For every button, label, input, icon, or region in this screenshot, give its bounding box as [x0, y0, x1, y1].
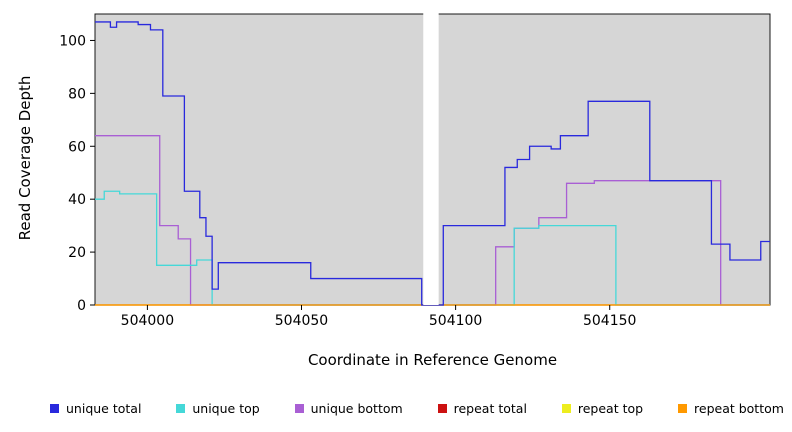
legend-swatch-icon	[678, 403, 688, 413]
legend-label: unique total	[66, 400, 142, 416]
legend-swatch-icon	[176, 403, 186, 413]
legend-label: unique bottom	[310, 400, 403, 416]
legend-swatch-icon	[294, 403, 304, 413]
legend-label: repeat total	[453, 400, 527, 416]
legend-label: repeat bottom	[694, 400, 784, 416]
missing-data-band	[423, 12, 439, 305]
legend-swatch-icon	[437, 403, 447, 413]
legend-item-repeat-bottom: repeat bottom	[678, 401, 784, 416]
y-tick-label: 40	[68, 192, 86, 208]
legend-swatch-icon	[50, 403, 59, 413]
plot-svg: 504000 504050 504100 504150 0 20 40 60 80 100	[59, 12, 771, 329]
series-line-unique-top	[95, 190, 770, 306]
y-tick-label: 100	[59, 33, 86, 49]
series-line-unique-total	[95, 21, 770, 306]
legend-item-unique-top: unique top	[176, 400, 260, 416]
legend-item-repeat-top: repeat top	[561, 400, 644, 416]
x-axis-title: Coordinate in Reference Genome	[307, 351, 558, 369]
legend-label: unique top	[192, 400, 260, 416]
y-tick-label: 60	[68, 139, 86, 155]
y-tick-label: 80	[68, 86, 86, 102]
y-tick-label: 20	[68, 245, 86, 261]
legend-swatch-icon	[561, 403, 571, 413]
legend-label: repeat top	[577, 400, 644, 416]
x-tick-label: 504000	[121, 313, 174, 329]
y-tick-label: 0	[77, 298, 86, 314]
x-tick-label: 504100	[429, 313, 482, 329]
y-axis-title: Read Coverage Depth	[16, 75, 34, 241]
x-tick-label: 504050	[275, 313, 328, 329]
legend-item-unique-total: unique total	[50, 401, 141, 416]
legend-item-repeat-total: repeat total	[437, 400, 527, 416]
legend-item-unique-bottom: unique bottom	[294, 400, 403, 416]
legend: unique total unique top unique bottom repea…	[50, 398, 784, 418]
x-tick-label: 504150	[583, 313, 636, 329]
